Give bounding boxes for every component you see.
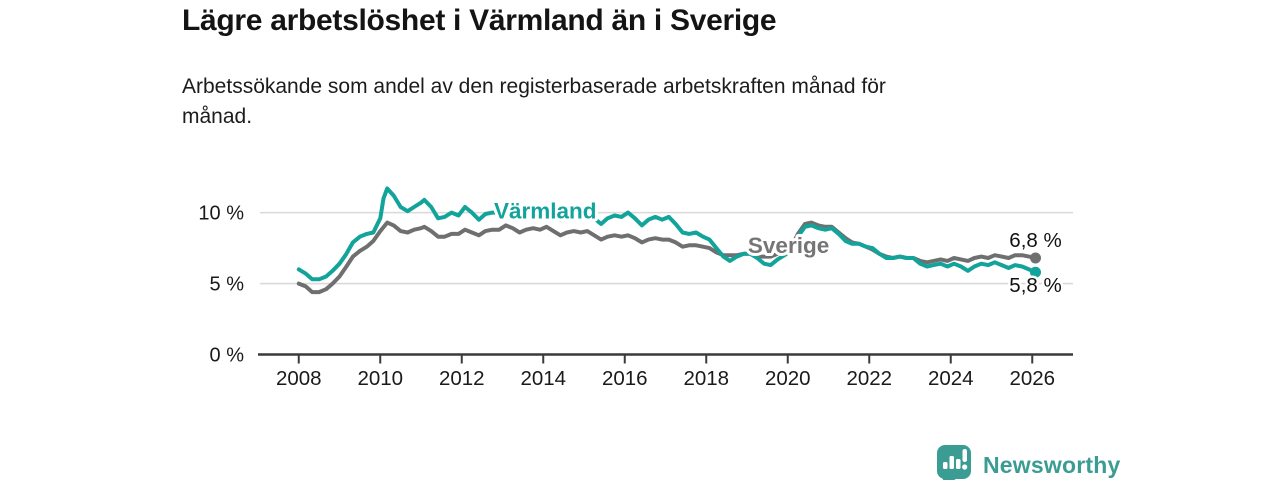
x-tick-label: 2012: [439, 367, 485, 390]
x-tick-label: 2022: [846, 367, 892, 390]
value-label-58: 5,8 %: [1009, 274, 1061, 297]
newsworthy-wordmark: Newsworthy: [983, 452, 1121, 478]
x-tick-label: 2014: [520, 367, 566, 390]
newsworthy-logo[interactable]: Newsworthy: [936, 443, 1120, 480]
chart-title: Lägre arbetslöshet i Värmland än i Sveri…: [182, 4, 777, 37]
chart-subtitle: Arbetssökande som andel av den registerb…: [182, 72, 886, 132]
vrmland-line: [296, 186, 1038, 282]
sverige-end-dot: [1030, 252, 1042, 264]
value-label-68: 6,8 %: [1009, 229, 1061, 252]
y-tick-label: 0 %: [210, 345, 245, 367]
x-tick-label: 2026: [1009, 367, 1055, 390]
x-tick-label: 2016: [602, 367, 648, 390]
x-tick-label: 2020: [765, 367, 811, 390]
x-tick-label: 2018: [683, 367, 729, 390]
x-tick-label: 2024: [928, 367, 974, 390]
series-label-vrmland: Värmland: [494, 199, 597, 224]
x-tick-label: 2008: [276, 367, 322, 390]
series-label-sverige: Sverige: [748, 233, 829, 258]
sverige-line: [296, 220, 1038, 295]
chart-subtitle-line-2: månad.: [182, 105, 253, 128]
newsworthy-icon: [937, 445, 971, 480]
vrmland-end-dot: [1030, 266, 1042, 278]
y-tick-label: 5 %: [210, 274, 245, 296]
y-tick-label: 10 %: [198, 203, 244, 225]
chart-subtitle-line-1: Arbetssökande som andel av den registerb…: [182, 75, 886, 98]
x-tick-label: 2010: [357, 367, 403, 390]
